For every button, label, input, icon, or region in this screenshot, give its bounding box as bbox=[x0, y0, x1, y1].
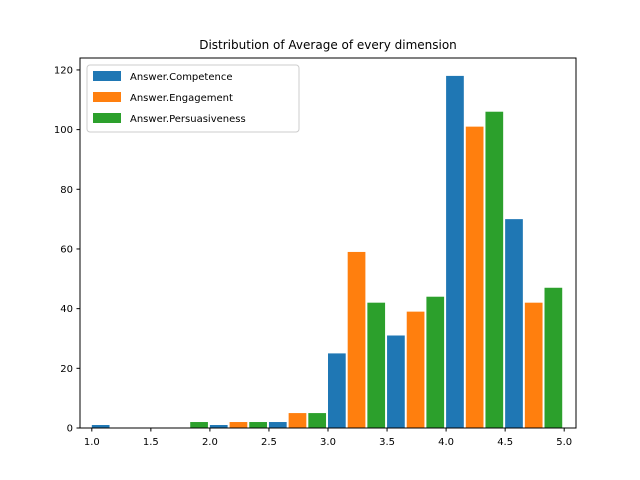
bars-group bbox=[91, 75, 563, 429]
bar-answer-engagement-bin-7 bbox=[524, 302, 543, 428]
legend-box bbox=[86, 64, 300, 133]
legend: Answer.Competence Answer.Engagement Answer… bbox=[86, 64, 300, 133]
bar-answer-competence-bin-5 bbox=[387, 335, 405, 428]
y-tick-label: 40 bbox=[60, 304, 73, 315]
chart-title: Distribution of Average of every dimensi… bbox=[199, 38, 457, 52]
bar-answer-competence-bin-2 bbox=[209, 425, 228, 428]
bar-answer-persuasiveness-bin-7 bbox=[544, 287, 563, 428]
bar-answer-persuasiveness-bin-3 bbox=[308, 413, 327, 428]
y-tick-label: 20 bbox=[60, 364, 73, 375]
legend-swatch bbox=[93, 92, 121, 102]
legend-swatch bbox=[93, 113, 121, 123]
x-tick-label: 5.0 bbox=[556, 437, 572, 448]
x-tick-label: 1.0 bbox=[84, 437, 100, 448]
bar-answer-competence-bin-7 bbox=[505, 219, 523, 428]
y-tick-label: 80 bbox=[60, 185, 73, 196]
plot-frame bbox=[79, 57, 577, 429]
x-tick-label: 2.0 bbox=[202, 437, 218, 448]
bar-answer-competence-bin-6 bbox=[446, 75, 464, 429]
legend-label: Answer.Persuasiveness bbox=[130, 114, 246, 125]
legend-swatch bbox=[93, 71, 121, 81]
legend-label: Answer.Competence bbox=[130, 72, 233, 83]
x-tick-label: 4.5 bbox=[497, 437, 513, 448]
bar-answer-persuasiveness-bin-1 bbox=[190, 422, 208, 428]
bar-answer-engagement-bin-2 bbox=[229, 422, 248, 428]
y-tick-label: 100 bbox=[54, 125, 73, 136]
bar-answer-engagement-bin-6 bbox=[465, 126, 484, 428]
y-tick-label: 60 bbox=[60, 244, 73, 255]
x-tick-label: 1.5 bbox=[143, 437, 159, 448]
bar-answer-engagement-bin-3 bbox=[288, 413, 307, 428]
bar-answer-competence-bin-3 bbox=[268, 422, 287, 428]
bar-answer-persuasiveness-bin-4 bbox=[367, 302, 386, 428]
bar-answer-engagement-bin-5 bbox=[406, 311, 425, 428]
legend-label: Answer.Engagement bbox=[130, 93, 233, 104]
bar-answer-persuasiveness-bin-6 bbox=[485, 111, 504, 429]
x-tick-label: 4.0 bbox=[438, 437, 454, 448]
x-tick-label: 3.0 bbox=[320, 437, 336, 448]
bar-answer-engagement-bin-4 bbox=[347, 251, 366, 428]
y-tick-label: 0 bbox=[67, 424, 73, 435]
bar-answer-competence-bin-4 bbox=[328, 353, 346, 428]
y-axis: 0 20 40 60 80 100 120 bbox=[54, 65, 80, 435]
x-tick-label: 2.5 bbox=[261, 437, 277, 448]
x-tick-label: 3.5 bbox=[379, 437, 395, 448]
y-tick-label: 120 bbox=[54, 65, 73, 76]
bar-answer-persuasiveness-bin-2 bbox=[249, 422, 267, 428]
bar-answer-persuasiveness-bin-5 bbox=[426, 296, 445, 428]
x-axis: 1.0 1.5 2.0 2.5 3.0 3.5 4.0 4.5 5.0 bbox=[84, 428, 572, 448]
bar-answer-competence-bin-0 bbox=[91, 425, 110, 428]
